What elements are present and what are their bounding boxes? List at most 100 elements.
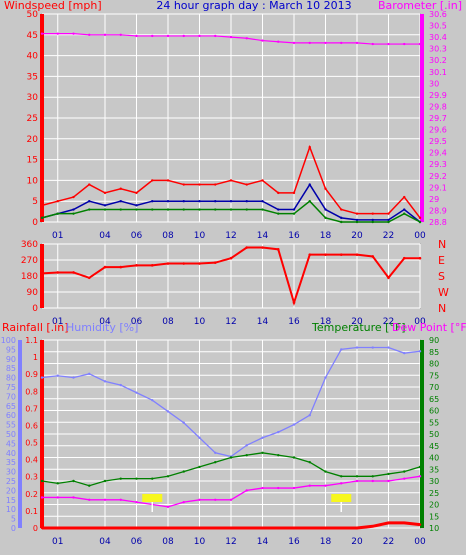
panel1-point-2-9 (182, 200, 185, 203)
panel3-x-tick-11: 00 (414, 537, 426, 547)
panel2-x-tick-4: 10 (194, 317, 206, 327)
baro-tick-label-8: 29.6 (429, 126, 447, 135)
baro-tick-label-18: 30.6 (429, 10, 447, 19)
panel3-point-3-18 (324, 526, 327, 530)
panel1-point-0-6 (135, 34, 138, 38)
panel1-point-1-0 (40, 204, 44, 207)
panel3-point-3-3 (88, 526, 91, 530)
temp-tick-label-2: 20 (429, 501, 439, 510)
panel3-point-0-18 (324, 376, 327, 379)
panel3-point-0-22 (387, 346, 390, 349)
compass-label-0: N (438, 302, 446, 315)
wind-tick-label-10: 50 (27, 10, 39, 20)
panel1-x-tick-10: 22 (383, 231, 394, 241)
humidity-tick-label-18: 90 (6, 355, 16, 364)
wind-tick-label-8: 40 (27, 52, 39, 62)
panel2-point-0 (40, 272, 44, 275)
baro-tick-label-11: 29.9 (429, 91, 447, 100)
panel1-point-3-23 (403, 212, 406, 215)
panel3-x-tick-6: 14 (257, 537, 269, 547)
panel2-point-13 (245, 246, 249, 249)
rain-tick-label-9: 0.9 (25, 370, 38, 379)
panel3-point-0-0 (40, 376, 44, 379)
panel1-point-1-18 (324, 187, 327, 190)
panel3-point-1-7 (151, 477, 154, 480)
panel2-x-tick-5: 12 (225, 317, 236, 327)
panel1-x-tick-2: 06 (131, 231, 143, 241)
panel1-point-0-18 (324, 41, 327, 45)
panel2-x-tick-1: 04 (99, 317, 111, 327)
panel3-point-1-2 (72, 479, 75, 483)
event-marker-box-1 (331, 494, 352, 502)
rain-tick-label-3: 0.3 (25, 473, 38, 482)
panel1-point-1-2 (72, 195, 75, 199)
wind-tick-label-3: 15 (27, 156, 38, 166)
panel3-x-tick-4: 10 (194, 537, 206, 547)
panel3-point-2-22 (387, 479, 390, 483)
temp-tick-label-6: 40 (429, 454, 439, 463)
temp-tick-label-9: 55 (429, 418, 439, 427)
panel1-x-tick-5: 12 (225, 231, 236, 241)
panel1-point-3-7 (151, 208, 154, 211)
panel1-point-3-10 (198, 208, 201, 211)
humidity-tick-label-4: 20 (6, 486, 16, 495)
baro-tick-label-0: 28.8 (429, 218, 447, 227)
panel2-point-14 (261, 246, 264, 249)
panel3-point-3-11 (214, 526, 217, 530)
panel1-point-1-6 (135, 191, 138, 195)
panel3-x-tick-0: 01 (52, 537, 63, 547)
panel3-point-1-0 (40, 479, 44, 483)
baro-tick-label-15: 30.3 (429, 45, 447, 54)
panel1-point-3-17 (308, 200, 311, 203)
baro-tick-label-10: 29.8 (429, 102, 447, 111)
panel3-point-0-16 (292, 423, 296, 426)
panel1-x-tick-0: 01 (52, 231, 63, 241)
baro-tick-label-6: 29.4 (429, 149, 447, 158)
panel1-x-tick-6: 14 (257, 231, 269, 241)
panel1-point-3-18 (324, 216, 327, 220)
temp-tick-label-4: 30 (429, 477, 439, 486)
humidity-tick-label-20: 100 (1, 336, 16, 345)
humidity-tick-label-13: 65 (6, 402, 16, 411)
panel1-point-3-15 (277, 212, 280, 215)
panel3-point-1-11 (214, 461, 217, 464)
panel3-point-3-24 (418, 523, 422, 526)
panel2-point-9 (182, 262, 186, 265)
panel1-point-0-10 (198, 34, 201, 38)
panel3-point-1-15 (277, 453, 280, 457)
rainfall-axis-title: Rainfall [.in] (2, 321, 69, 334)
panel1-point-0-20 (355, 41, 359, 45)
panel3-point-2-8 (166, 505, 170, 509)
panel2-point-22 (387, 276, 390, 280)
panel1-point-3-1 (56, 212, 59, 215)
panel2-point-19 (339, 253, 343, 256)
panel1-point-0-4 (103, 33, 107, 36)
panel3-point-2-12 (229, 498, 233, 501)
rain-tick-label-10: 1 (33, 353, 38, 362)
wind-tick-label-0: 0 (32, 218, 38, 228)
panel2-point-15 (276, 248, 280, 251)
windspeed-axis-title: Windspeed [mph] (4, 0, 102, 12)
panel1-point-3-21 (371, 220, 374, 224)
panel1-point-3-24 (418, 220, 422, 224)
humidity-tick-label-19: 95 (6, 345, 16, 354)
panel3-point-2-0 (40, 496, 44, 499)
panel3-point-0-1 (56, 374, 59, 377)
panel1-point-1-19 (340, 208, 343, 211)
panel3-x-tick-10: 22 (383, 537, 394, 547)
panel1-point-1-23 (403, 195, 406, 199)
panel1-point-2-21 (371, 218, 374, 222)
panel3-point-3-6 (135, 526, 138, 530)
panel1-point-0-21 (371, 42, 374, 46)
baro-tick-label-3: 29.1 (429, 183, 447, 192)
panel3-point-2-15 (277, 486, 280, 490)
panel3-point-1-23 (403, 470, 406, 473)
humidity-tick-label-16: 80 (6, 374, 16, 383)
dir-tick-label-3: 270 (21, 256, 38, 266)
panel3-point-3-12 (229, 526, 233, 530)
panel1-point-2-18 (324, 208, 327, 211)
panel3-point-3-9 (182, 526, 185, 530)
panel1-point-3-3 (88, 208, 91, 211)
panel1-point-1-5 (119, 187, 122, 190)
